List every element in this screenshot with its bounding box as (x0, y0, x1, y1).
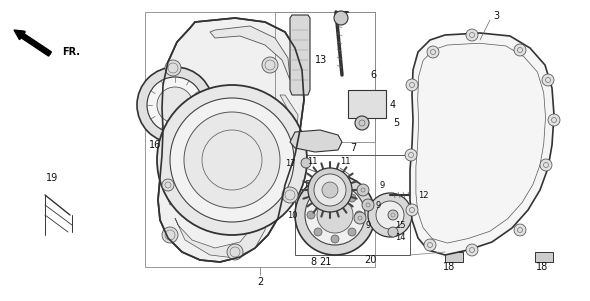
Text: 14: 14 (395, 234, 405, 243)
Circle shape (307, 211, 315, 219)
Circle shape (282, 187, 298, 203)
Circle shape (295, 175, 375, 255)
Circle shape (514, 44, 526, 56)
Circle shape (540, 159, 552, 171)
Circle shape (466, 244, 478, 256)
Text: 21: 21 (319, 257, 331, 267)
Circle shape (362, 199, 374, 211)
Circle shape (331, 235, 339, 243)
Text: 4: 4 (390, 100, 396, 110)
Circle shape (466, 29, 478, 41)
Bar (145, 12, 375, 267)
Circle shape (424, 239, 436, 251)
Text: 6: 6 (370, 70, 376, 80)
Circle shape (514, 224, 526, 236)
Text: 7: 7 (350, 143, 356, 153)
Circle shape (405, 149, 417, 161)
Bar (295, 155, 410, 255)
Circle shape (348, 228, 356, 236)
Text: 16: 16 (149, 140, 161, 150)
Circle shape (308, 168, 352, 212)
Circle shape (314, 194, 322, 202)
Circle shape (314, 228, 322, 236)
Circle shape (355, 116, 369, 130)
Text: 9: 9 (365, 221, 371, 229)
Circle shape (427, 46, 439, 58)
Polygon shape (158, 18, 304, 262)
Circle shape (262, 57, 278, 73)
Text: 20: 20 (364, 255, 376, 265)
Circle shape (227, 244, 243, 260)
Circle shape (388, 227, 398, 237)
Circle shape (137, 67, 213, 143)
Polygon shape (410, 33, 554, 255)
Polygon shape (175, 210, 268, 258)
Bar (348, 90, 386, 118)
Circle shape (147, 77, 203, 133)
Text: FR.: FR. (62, 47, 80, 57)
Circle shape (355, 211, 363, 219)
Circle shape (548, 114, 560, 126)
Circle shape (334, 11, 348, 25)
Circle shape (301, 158, 311, 168)
Text: 10: 10 (287, 210, 298, 219)
Text: 11: 11 (340, 157, 350, 166)
Polygon shape (160, 138, 178, 205)
Text: 2: 2 (257, 277, 263, 287)
Text: 9: 9 (379, 181, 385, 190)
Circle shape (406, 204, 418, 216)
Text: 11: 11 (307, 157, 317, 166)
Text: 8: 8 (310, 257, 316, 267)
Circle shape (388, 210, 398, 220)
Text: 5: 5 (393, 118, 399, 128)
Circle shape (162, 227, 178, 243)
Circle shape (376, 201, 404, 229)
Text: 18: 18 (536, 262, 548, 272)
Circle shape (157, 85, 307, 235)
Text: 3: 3 (493, 11, 499, 21)
Bar (306, 180, 312, 225)
Circle shape (406, 79, 418, 91)
Polygon shape (290, 15, 310, 95)
Text: 12: 12 (418, 191, 428, 200)
Circle shape (157, 87, 193, 123)
Circle shape (170, 98, 294, 222)
Text: 13: 13 (315, 55, 327, 65)
Circle shape (322, 182, 338, 198)
Text: 18: 18 (443, 262, 455, 272)
Polygon shape (290, 130, 342, 152)
Circle shape (348, 194, 356, 202)
Circle shape (162, 179, 174, 191)
Circle shape (305, 185, 365, 245)
Circle shape (331, 187, 339, 195)
Circle shape (368, 193, 412, 237)
Polygon shape (210, 26, 290, 80)
Bar (535, 252, 553, 262)
Circle shape (314, 174, 346, 206)
Polygon shape (278, 95, 298, 165)
FancyArrow shape (14, 30, 51, 56)
Circle shape (354, 212, 366, 224)
Circle shape (165, 60, 181, 76)
Text: 9: 9 (375, 200, 381, 209)
Text: 19: 19 (46, 173, 58, 183)
Text: 17: 17 (286, 159, 296, 167)
Circle shape (542, 74, 554, 86)
Text: 15: 15 (395, 221, 405, 229)
Circle shape (184, 112, 280, 208)
Bar (445, 252, 463, 262)
Bar (275, 12, 375, 142)
Circle shape (317, 197, 353, 233)
Circle shape (357, 184, 369, 196)
